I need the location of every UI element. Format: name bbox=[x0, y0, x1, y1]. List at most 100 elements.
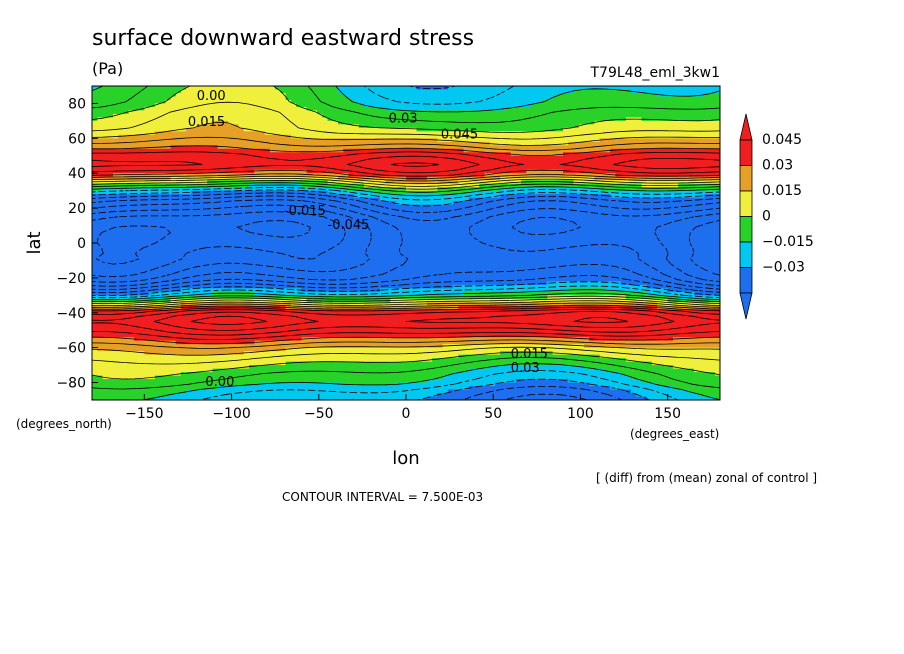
field-cell bbox=[458, 127, 465, 132]
field-cell bbox=[374, 141, 381, 146]
field-cell bbox=[505, 110, 512, 115]
field-cell bbox=[144, 131, 151, 136]
field-cell bbox=[625, 176, 632, 181]
field-cell bbox=[290, 218, 297, 223]
field-cell bbox=[636, 86, 643, 91]
field-cell bbox=[160, 187, 166, 192]
field-cell bbox=[589, 131, 595, 136]
field-cell bbox=[453, 141, 459, 146]
field-cell bbox=[604, 138, 611, 143]
field-cell bbox=[453, 103, 459, 108]
field-cell bbox=[442, 131, 449, 136]
field-cell bbox=[369, 120, 376, 125]
field-cell bbox=[636, 159, 643, 164]
field-cell bbox=[311, 138, 318, 143]
field-cell bbox=[243, 127, 250, 132]
field-cell bbox=[442, 225, 449, 230]
field-cell bbox=[693, 152, 700, 157]
field-cell bbox=[332, 180, 339, 185]
field-cell bbox=[625, 211, 632, 216]
field-cell bbox=[594, 103, 601, 108]
field-cell bbox=[196, 215, 203, 220]
field-cell bbox=[395, 173, 402, 178]
field-cell bbox=[222, 211, 229, 216]
field-cell bbox=[704, 187, 711, 192]
field-cell bbox=[463, 225, 470, 230]
field-cell bbox=[311, 113, 318, 118]
field-cell bbox=[212, 159, 219, 164]
field-cell bbox=[332, 218, 339, 223]
field-cell bbox=[688, 211, 695, 216]
field-cell bbox=[207, 162, 213, 167]
field-cell bbox=[573, 89, 580, 94]
field-cell bbox=[542, 218, 548, 223]
field-cell bbox=[678, 159, 684, 164]
field-cell bbox=[625, 183, 632, 188]
field-cell bbox=[207, 204, 213, 209]
field-cell bbox=[207, 103, 213, 108]
field-cell bbox=[406, 208, 412, 213]
field-cell bbox=[599, 103, 606, 108]
field-cell bbox=[625, 89, 632, 94]
field-cell bbox=[672, 162, 679, 167]
field-cell bbox=[243, 117, 250, 122]
field-cell bbox=[343, 110, 350, 115]
field-cell bbox=[301, 127, 308, 132]
field-cell bbox=[636, 204, 643, 209]
field-cell bbox=[657, 162, 664, 167]
field-cell bbox=[463, 106, 470, 112]
field-cell bbox=[254, 96, 261, 101]
field-cell bbox=[259, 166, 266, 171]
field-cell bbox=[369, 201, 376, 206]
field-cell bbox=[191, 92, 198, 98]
field-cell bbox=[254, 155, 261, 160]
field-cell bbox=[416, 229, 423, 234]
field-cell bbox=[432, 86, 438, 91]
field-cell bbox=[311, 92, 318, 98]
field-cell bbox=[599, 113, 606, 118]
field-cell bbox=[494, 131, 501, 136]
field-cell bbox=[406, 180, 412, 185]
field-cell bbox=[453, 204, 459, 209]
field-cell bbox=[515, 218, 522, 223]
field-cell bbox=[348, 229, 355, 234]
field-cell bbox=[92, 159, 98, 164]
field-cell bbox=[327, 141, 334, 146]
field-cell bbox=[139, 124, 145, 129]
field-cell bbox=[510, 201, 517, 206]
field-cell bbox=[139, 127, 145, 132]
field-cell bbox=[489, 208, 496, 213]
field-cell bbox=[149, 92, 156, 98]
field-cell bbox=[515, 215, 522, 220]
field-cell bbox=[290, 208, 297, 213]
field-cell bbox=[353, 138, 360, 143]
field-cell bbox=[358, 155, 365, 160]
field-cell bbox=[547, 148, 554, 153]
field-cell bbox=[128, 215, 135, 220]
field-cell bbox=[311, 106, 318, 112]
field-cell bbox=[97, 124, 104, 129]
field-cell bbox=[625, 197, 632, 202]
field-cell bbox=[348, 194, 355, 199]
field-cell bbox=[646, 148, 653, 153]
field-cell bbox=[693, 120, 700, 125]
field-cell bbox=[154, 180, 161, 185]
field-cell bbox=[474, 86, 480, 91]
field-cell bbox=[536, 222, 543, 227]
field-cell bbox=[578, 215, 585, 220]
field-cell bbox=[604, 124, 611, 129]
field-cell bbox=[599, 159, 606, 164]
field-cell bbox=[264, 99, 271, 105]
field-cell bbox=[672, 215, 679, 220]
field-cell bbox=[536, 106, 543, 112]
field-cell bbox=[709, 99, 716, 105]
field-cell bbox=[228, 120, 234, 125]
field-cell bbox=[416, 225, 423, 230]
field-cell bbox=[568, 215, 575, 220]
field-cell bbox=[212, 201, 219, 206]
field-cell bbox=[557, 208, 564, 213]
field-cell bbox=[327, 110, 334, 115]
field-cell bbox=[311, 152, 318, 157]
field-cell bbox=[160, 131, 166, 136]
field-cell bbox=[249, 86, 255, 91]
